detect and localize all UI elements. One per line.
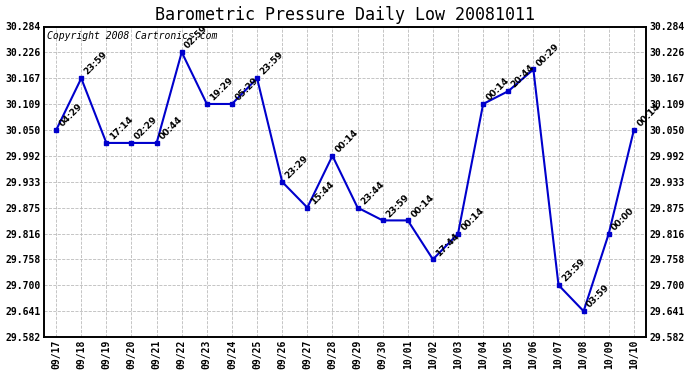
Text: 00:14: 00:14 — [409, 192, 435, 219]
Text: 00:14: 00:14 — [334, 128, 360, 154]
Text: 23:59: 23:59 — [83, 50, 109, 77]
Text: 00:14: 00:14 — [484, 76, 511, 103]
Text: Copyright 2008 Cartronics.com: Copyright 2008 Cartronics.com — [47, 31, 217, 41]
Text: 23:59: 23:59 — [259, 50, 285, 77]
Text: 05:29: 05:29 — [233, 76, 260, 103]
Text: 00:00: 00:00 — [610, 206, 636, 232]
Text: 23:44: 23:44 — [359, 179, 386, 206]
Text: 02:59: 02:59 — [183, 24, 210, 51]
Text: 17:44: 17:44 — [434, 231, 461, 258]
Text: 00:29: 00:29 — [535, 42, 561, 68]
Text: 23:29: 23:29 — [284, 154, 310, 180]
Text: 23:59: 23:59 — [560, 257, 586, 284]
Text: 23:59: 23:59 — [384, 192, 411, 219]
Text: 20:44: 20:44 — [510, 63, 536, 90]
Text: 00:14: 00:14 — [460, 206, 486, 232]
Text: 15:44: 15:44 — [308, 179, 335, 206]
Text: 04:29: 04:29 — [57, 102, 84, 129]
Text: 02:29: 02:29 — [133, 115, 159, 141]
Text: 00:44: 00:44 — [158, 115, 185, 141]
Title: Barometric Pressure Daily Low 20081011: Barometric Pressure Daily Low 20081011 — [155, 6, 535, 24]
Text: 03:59: 03:59 — [585, 283, 611, 310]
Text: 19:29: 19:29 — [208, 76, 235, 103]
Text: 17:14: 17:14 — [108, 115, 135, 141]
Text: 00:14: 00:14 — [635, 102, 662, 129]
